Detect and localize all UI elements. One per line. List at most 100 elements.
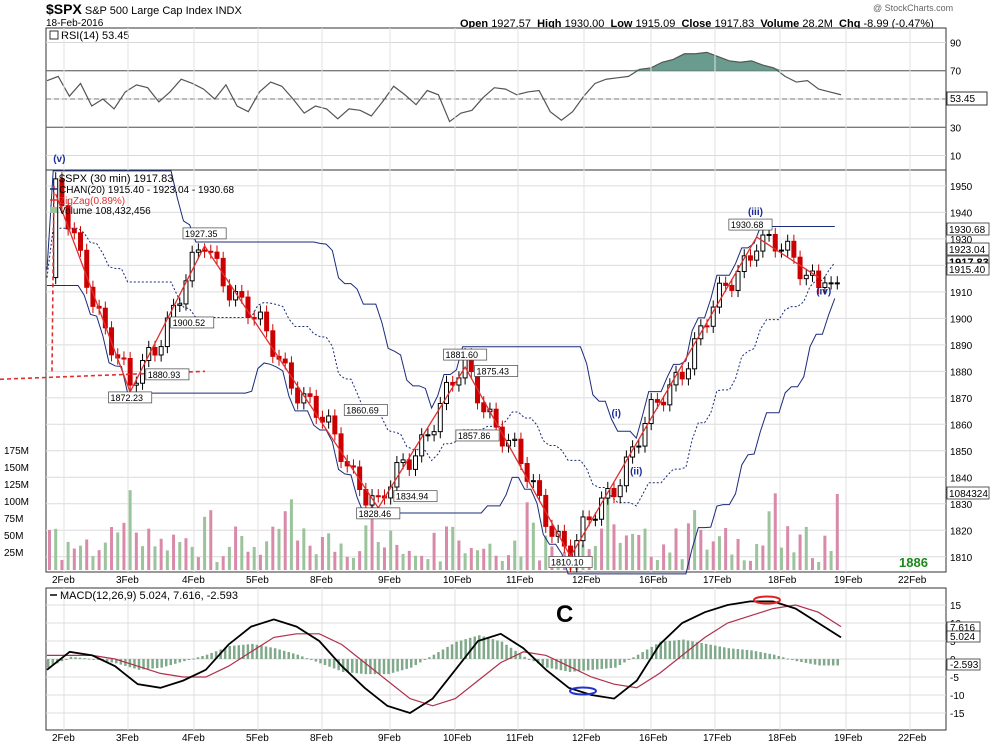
macd-histogram-bar	[192, 658, 195, 660]
volume-bar	[60, 559, 64, 570]
macd-histogram-bar	[496, 640, 499, 659]
macd-histogram-bar	[346, 659, 349, 673]
rsi-tick-label: 30	[950, 123, 962, 134]
volume-bar	[345, 556, 349, 570]
macd-histogram-bar	[355, 659, 359, 674]
macd-histogram-bar	[813, 659, 817, 665]
volume-bar	[97, 550, 101, 570]
price-tag-box	[946, 222, 990, 236]
macd-histogram-bar	[782, 657, 785, 659]
volume-bar	[438, 561, 442, 570]
macd-histogram-bar	[314, 659, 318, 662]
candle-body	[270, 330, 276, 357]
volume-bar	[382, 547, 386, 570]
volume-bar	[265, 541, 269, 570]
volume-bar	[600, 528, 604, 570]
pivot-label: 1881.60	[446, 350, 479, 360]
macd-histogram-bar	[364, 659, 368, 675]
volume-bar	[798, 534, 802, 570]
candle-body	[716, 282, 722, 308]
macd-histogram-bar	[809, 659, 812, 664]
volume-bar	[240, 535, 244, 570]
macd-histogram-bar	[400, 659, 404, 671]
candle-body	[642, 423, 648, 447]
x-axis-label-bottom: 18Feb	[768, 733, 797, 744]
macd-histogram-bar	[423, 659, 427, 660]
x-axis-label-bottom: 5Feb	[246, 733, 269, 744]
volume-bar	[488, 543, 492, 570]
volume-bar	[544, 535, 548, 570]
macd-signal-line	[47, 604, 842, 707]
volume-bar	[513, 540, 517, 570]
x-axis-label-bottom: 3Feb	[116, 733, 139, 744]
wave-label: (i)	[611, 408, 620, 419]
volume-bar	[401, 553, 405, 570]
candle-body	[623, 456, 629, 487]
macd-histogram-bar	[455, 641, 458, 659]
volume-bar	[835, 494, 839, 570]
volume-bar	[643, 528, 647, 570]
x-axis-label-bottom: 22Feb	[898, 733, 927, 744]
volume-bar	[668, 552, 672, 570]
volume-bar	[252, 546, 256, 570]
macd-histogram-bar	[786, 658, 790, 660]
macd-histogram-bar	[110, 659, 114, 663]
candle-body	[332, 415, 338, 435]
candle-body	[84, 249, 90, 288]
macd-histogram-bar	[287, 652, 290, 659]
macd-histogram-bar	[550, 659, 554, 669]
volume-bar	[333, 551, 337, 570]
low-label: Low	[610, 18, 633, 30]
macd-histogram-bar	[92, 659, 95, 660]
rsi-legend-swatch	[49, 30, 59, 40]
volume-bar	[792, 552, 796, 570]
price-tag-box	[946, 486, 990, 500]
macd-histogram-bar	[650, 646, 653, 659]
rsi-legend: RSI(14) 53.45	[61, 30, 129, 42]
candle-body	[202, 249, 208, 252]
candle-body	[338, 433, 344, 462]
price-tick-label: 1900	[950, 314, 973, 325]
volume-tick-label: 75M	[4, 514, 23, 525]
pivot-label: 1900.52	[173, 318, 206, 328]
macd-histogram-bar	[682, 639, 685, 659]
volume-bar	[178, 541, 182, 570]
volume-bar	[153, 546, 157, 570]
pivot-label: 1927.35	[185, 229, 218, 239]
macd-histogram-bar	[319, 659, 322, 664]
volume-bar	[767, 511, 771, 570]
volume-bar	[748, 560, 752, 570]
volume-bar	[426, 559, 430, 570]
volume-bar	[389, 530, 393, 570]
macd-histogram-bar	[713, 645, 717, 659]
candle-body	[481, 402, 487, 413]
volume-bar	[655, 559, 659, 570]
price-tick-label: 1860	[950, 420, 973, 431]
wave-label: (ii)	[630, 467, 642, 478]
macd-histogram-bar	[282, 650, 286, 659]
macd-histogram-bar	[328, 659, 331, 667]
macd-histogram-bar	[527, 659, 531, 660]
trendline-dashed-vertical	[51, 185, 55, 372]
candle-body	[754, 250, 760, 261]
macd-histogram-bar	[586, 659, 590, 671]
candle-body	[177, 303, 183, 306]
ohlc-readout: Open 1927.57 High 1930.00 Low 1915.09 Cl…	[460, 18, 934, 30]
volume-bar	[283, 511, 287, 570]
volume-bar	[413, 555, 417, 570]
macd-histogram-bar	[491, 639, 495, 659]
macd-histogram-bar	[468, 637, 472, 659]
x-axis-label: 10Feb	[443, 575, 472, 586]
macd-histogram-bar	[573, 659, 576, 672]
volume-bar	[407, 550, 411, 570]
pivot-label-box	[356, 507, 401, 520]
macd-histogram-bar	[818, 659, 821, 666]
macd-tick-label: 15	[950, 601, 962, 612]
price-tick-label: 1810	[950, 553, 973, 564]
volume-bar	[314, 554, 318, 570]
volume-bar	[810, 558, 814, 570]
macd-histogram-bar	[700, 643, 703, 659]
candle-body	[617, 485, 623, 498]
macd-histogram-bar	[459, 640, 463, 659]
macd-histogram-bar	[183, 659, 186, 662]
